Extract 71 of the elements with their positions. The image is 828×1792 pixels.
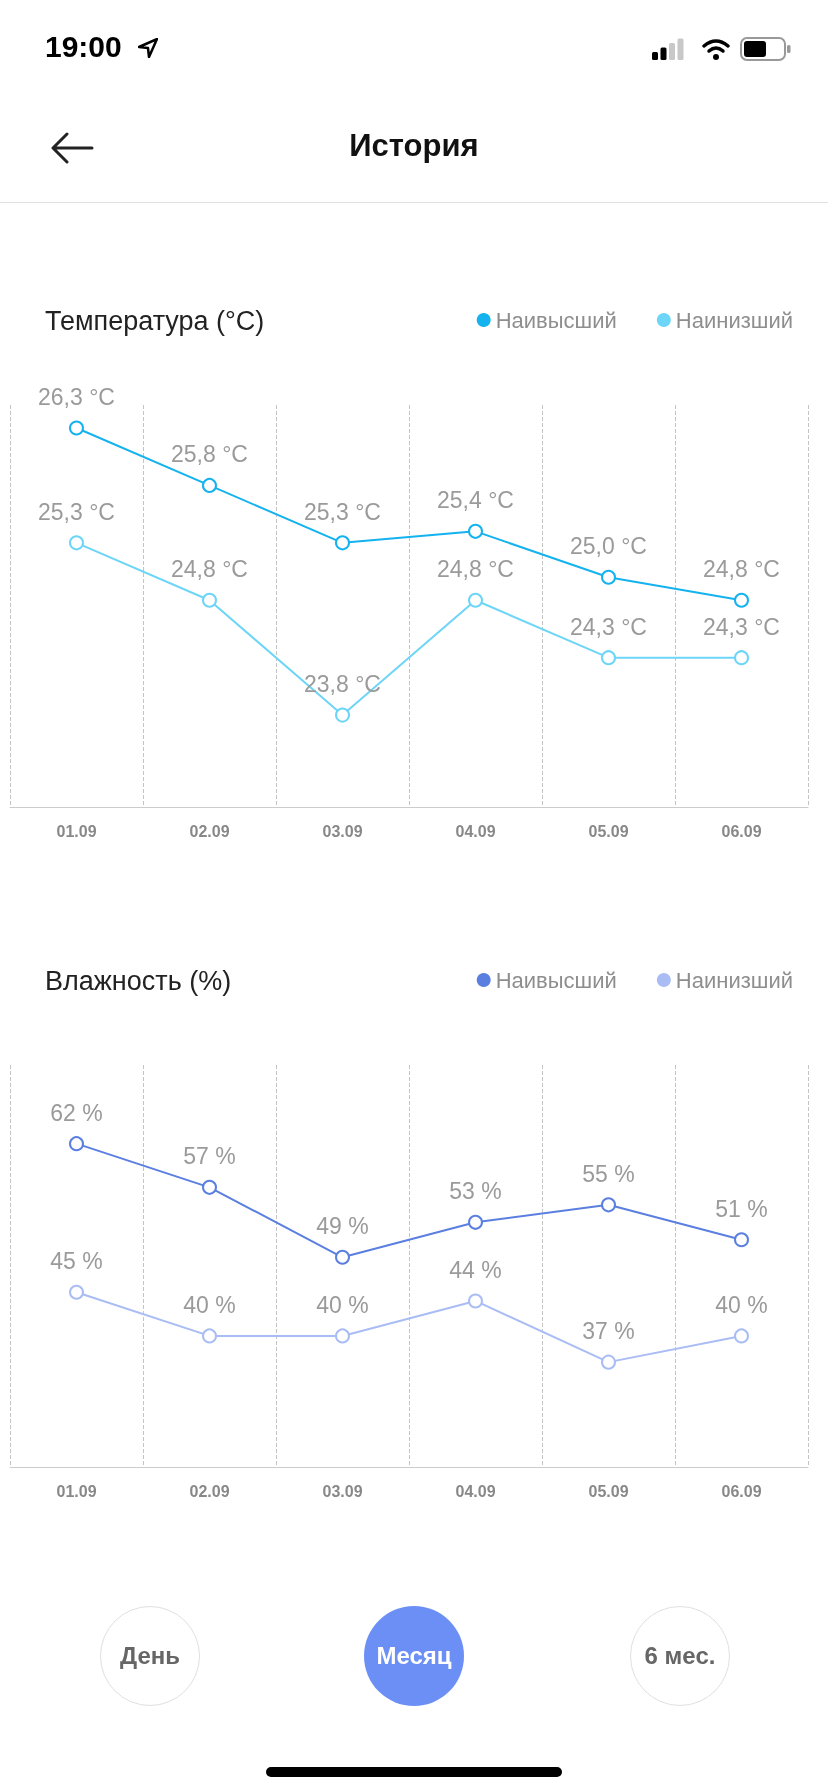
data-label: 25,4 °C — [437, 487, 514, 514]
data-label: 25,3 °C — [38, 498, 115, 525]
data-label: 55 % — [582, 1160, 635, 1187]
point — [202, 592, 217, 608]
data-label: 24,8 °C — [703, 556, 780, 583]
data-label: 40 % — [715, 1291, 768, 1318]
point — [468, 1214, 483, 1230]
point — [69, 535, 84, 551]
text: 19:00 — [45, 30, 122, 64]
point — [734, 1328, 749, 1344]
point — [734, 650, 749, 666]
data-label: 24,3 °C — [703, 613, 780, 640]
chart-title: Температура (°C) — [45, 305, 265, 336]
data-label: 25,0 °C — [570, 533, 647, 560]
data-label: 40 % — [316, 1291, 369, 1318]
data-label: 45 % — [50, 1248, 103, 1275]
x-tick-label: 05.09 — [588, 822, 629, 840]
point — [202, 1328, 217, 1344]
x-tick-label: 04.09 — [455, 1482, 496, 1500]
data-label: 25,3 °C — [304, 498, 381, 525]
point — [69, 420, 84, 436]
point — [335, 535, 350, 551]
x-tick-label: 02.09 — [189, 822, 230, 840]
point — [202, 477, 217, 493]
chart-title: Влажность (%) — [45, 965, 232, 996]
x-tick-label: 03.09 — [322, 822, 363, 840]
x-tick-label: 01.09 — [56, 1482, 97, 1500]
data-label: 62 % — [50, 1099, 103, 1126]
text: История — [348, 128, 480, 164]
data-label: 24,8 °C — [437, 556, 514, 583]
legend-label: Наинизший — [675, 307, 794, 333]
x-tick-label: 06.09 — [721, 1482, 762, 1500]
point — [468, 1293, 483, 1309]
data-label: 40 % — [183, 1291, 236, 1318]
data-label: 53 % — [449, 1178, 502, 1205]
point — [69, 1136, 84, 1152]
point — [601, 1354, 616, 1370]
point — [468, 592, 483, 608]
data-label: 26,3 °C — [38, 383, 115, 410]
data-label: 24,8 °C — [171, 556, 248, 583]
legend-label: Наивысший — [495, 307, 617, 333]
data-label: 37 % — [582, 1318, 635, 1345]
point — [734, 592, 749, 608]
data-label: 25,8 °C — [171, 441, 248, 468]
point — [69, 1284, 84, 1300]
text: 6 мес. — [630, 1606, 730, 1706]
point — [335, 1328, 350, 1344]
point — [601, 650, 616, 666]
data-label: 44 % — [449, 1256, 502, 1283]
x-tick-label: 02.09 — [189, 1482, 230, 1500]
x-tick-label: 03.09 — [322, 1482, 363, 1500]
legend-label: Наинизший — [675, 967, 794, 993]
point — [734, 1232, 749, 1248]
x-tick-label: 06.09 — [721, 822, 762, 840]
x-tick-label: 05.09 — [588, 1482, 629, 1500]
point — [601, 569, 616, 585]
text: День — [100, 1606, 200, 1706]
point — [335, 707, 350, 723]
data-label: 51 % — [715, 1195, 768, 1222]
data-label: 57 % — [183, 1143, 236, 1170]
legend-label: Наивысший — [495, 967, 617, 993]
point — [468, 523, 483, 539]
point — [601, 1197, 616, 1213]
point — [335, 1249, 350, 1265]
x-tick-label: 01.09 — [56, 822, 97, 840]
data-label: 49 % — [316, 1213, 369, 1240]
x-tick-label: 04.09 — [455, 822, 496, 840]
data-label: 24,3 °C — [570, 613, 647, 640]
data-label: 23,8 °C — [304, 671, 381, 698]
text: Месяц — [364, 1606, 464, 1706]
point — [202, 1179, 217, 1195]
